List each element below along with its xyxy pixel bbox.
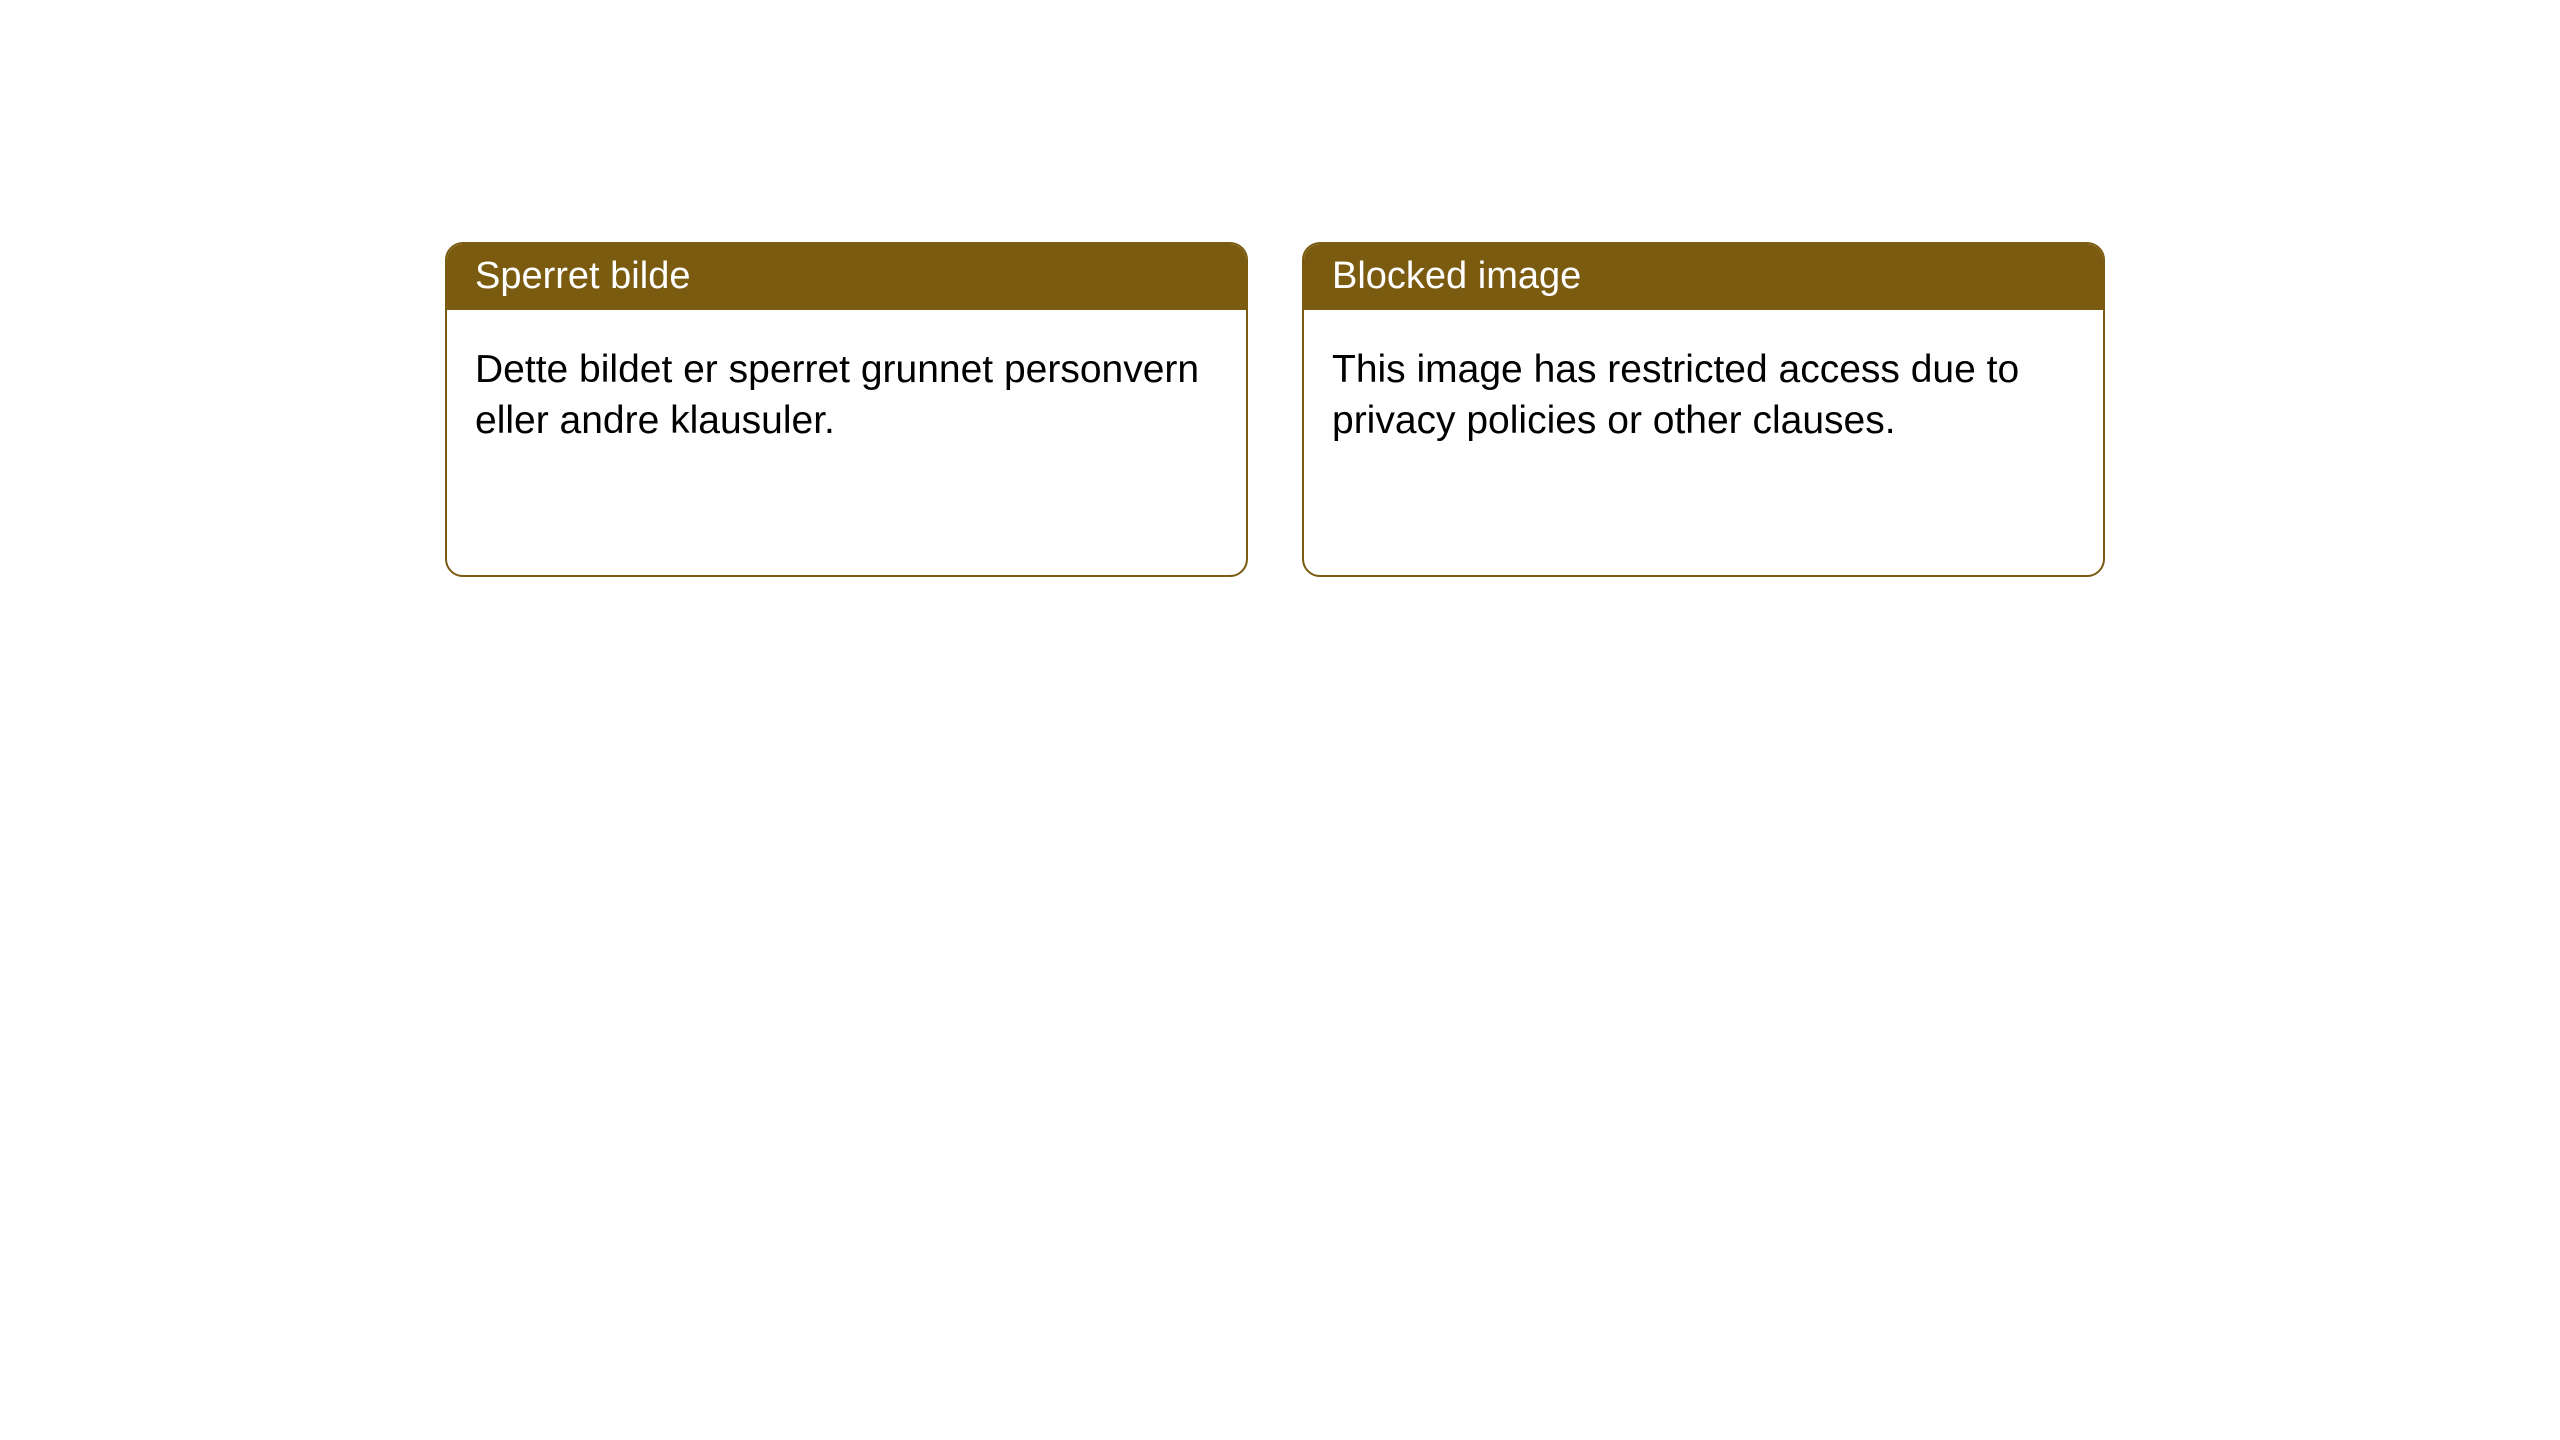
card-body-english: This image has restricted access due to …	[1304, 310, 2103, 475]
blocked-image-card-english: Blocked image This image has restricted …	[1302, 242, 2105, 577]
card-header-english: Blocked image	[1304, 244, 2103, 310]
notice-container: Sperret bilde Dette bildet er sperret gr…	[0, 0, 2560, 577]
card-body-norwegian: Dette bildet er sperret grunnet personve…	[447, 310, 1246, 475]
card-header-norwegian: Sperret bilde	[447, 244, 1246, 310]
blocked-image-card-norwegian: Sperret bilde Dette bildet er sperret gr…	[445, 242, 1248, 577]
